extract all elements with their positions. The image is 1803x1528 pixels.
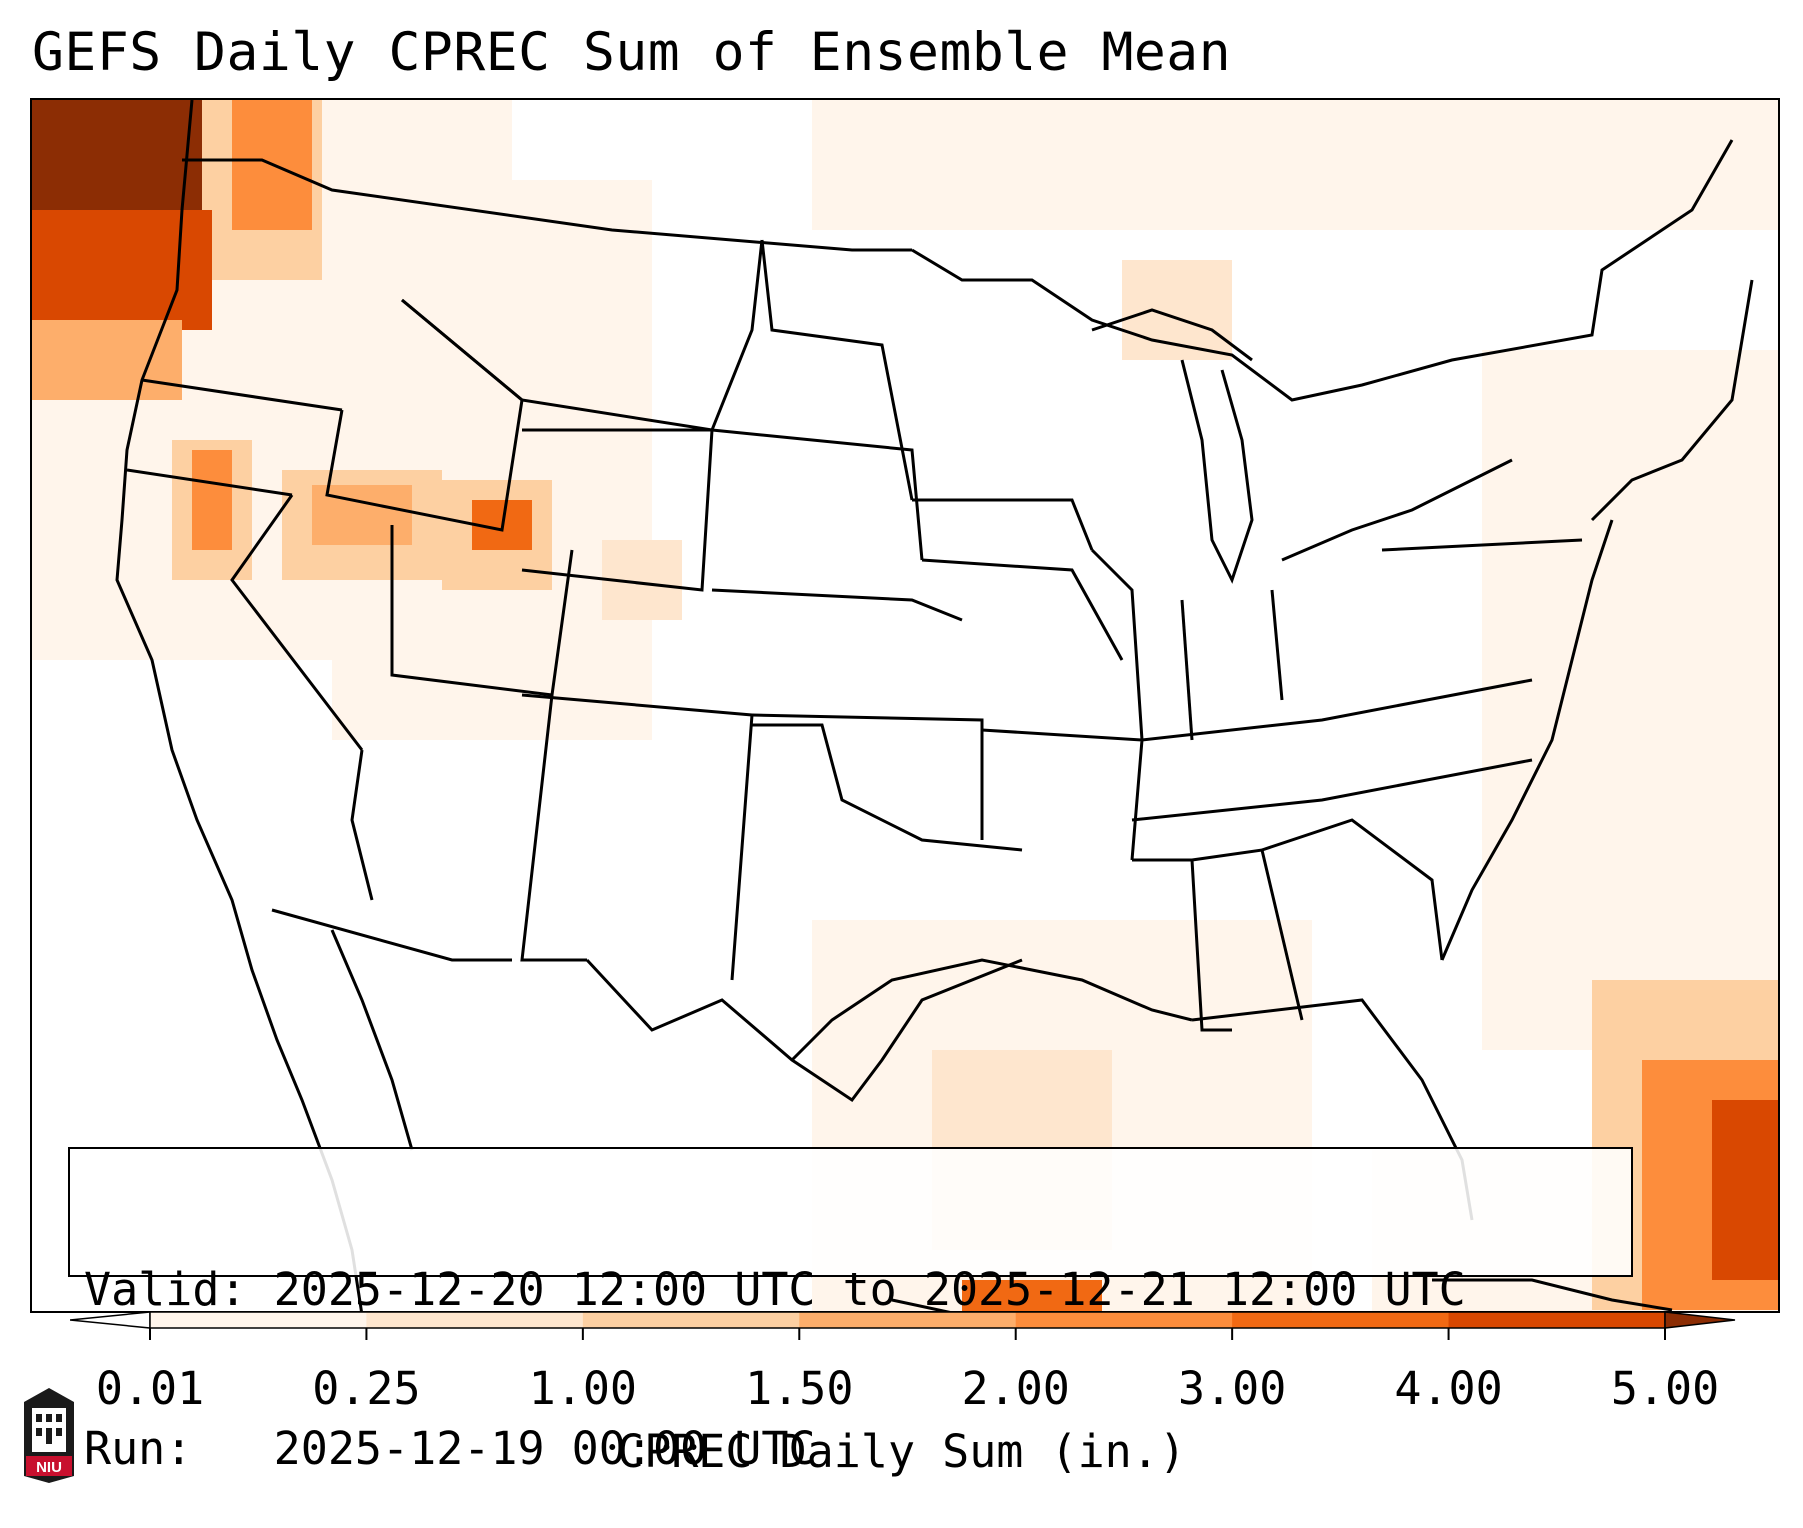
state-line-ms-al (1132, 858, 1232, 1032)
state-line-tn (1131, 758, 1533, 822)
coastline-west (115, 100, 363, 1311)
mexico-border (271, 908, 512, 962)
map-canvas (32, 100, 1778, 1311)
colorbar-tick-label: 0.25 (312, 1362, 421, 1415)
state-line-ne-ks (711, 588, 963, 622)
colorbar-label: CPREC Daily Sum (in.) (617, 1425, 1186, 1478)
state-line-az-nm (520, 694, 587, 962)
map-title: GEFS Daily CPREC Sum of Ensemble Mean (32, 22, 1232, 83)
precip-area-sierra-core (192, 450, 232, 550)
state-line-ca-nv (230, 494, 364, 751)
colorbar-tick-label: 4.00 (1394, 1362, 1503, 1415)
precip-area-canada (812, 100, 1778, 230)
coastline-east (1440, 519, 1614, 961)
precip-area-pacific-nw-moderate (32, 320, 182, 400)
precip-area-west-interior (332, 180, 652, 740)
precip-area-gulf-core (962, 1280, 1102, 1311)
colorbar-segment (150, 1312, 367, 1328)
colorbar-segment (1448, 1312, 1666, 1328)
state-line-il-in (1090, 548, 1144, 741)
valid-label: Valid: (84, 1263, 247, 1316)
colorbar-tick-label: 1.50 (745, 1362, 854, 1415)
lake-erie-ontario (1281, 458, 1513, 562)
precip-area-pacific-nw-heavy (32, 210, 212, 330)
state-line-or-ca (126, 468, 293, 497)
state-line-ky (1141, 678, 1533, 742)
colorbar-segment (582, 1312, 800, 1328)
colorbar-segment (1232, 1312, 1450, 1328)
colorbar-tick-label: 5.00 (1610, 1362, 1720, 1415)
state-line-ia-mo (921, 558, 1124, 661)
state-line-ok-tx (752, 723, 1023, 852)
colorbar-ticks (149, 1328, 1666, 1340)
valid-value: 2025-12-20 12:00 UTC to 2025-12-21 12:00… (273, 1263, 1466, 1316)
state-line-pa-ny (1381, 538, 1583, 552)
precip-map (30, 98, 1780, 1313)
colorbar-segment (366, 1312, 584, 1328)
state-line-ga-sc (1261, 818, 1444, 961)
colorbar-under-arrow (70, 1311, 151, 1329)
run-value: 2025-12-19 00:00 UTC (273, 1422, 816, 1475)
colorbar-segment (1015, 1312, 1233, 1328)
state-line-mn-ia (912, 498, 1094, 551)
run-label: Run: (84, 1422, 193, 1475)
state-line-dakotas (760, 239, 914, 501)
precip-area-atlantic (1482, 350, 1778, 1050)
state-line-wy-co (521, 428, 714, 592)
niu-logo: NIU (24, 1388, 74, 1483)
colorbar-segment (799, 1312, 1017, 1328)
state-line-texas (585, 958, 1023, 1103)
precip-area-atlantic-peak (1712, 1100, 1778, 1280)
canada-lakes-border (911, 139, 1734, 402)
lake-superior (1091, 308, 1253, 362)
colorbar-tick-label: 0.01 (95, 1362, 205, 1415)
state-boundaries (115, 100, 1754, 1311)
precip-area-pacific-nw-over (32, 100, 202, 220)
colorbar-segments (149, 1311, 1666, 1329)
colorbar-over-arrow (1664, 1311, 1736, 1329)
precip-field-layer (32, 100, 1778, 1311)
run-line: Run: 2025-12-19 00:00 UTC (84, 1422, 1631, 1475)
state-line-in-oh (1180, 599, 1194, 741)
state-line-sd-ne (711, 428, 924, 561)
coastline-new-england (1590, 279, 1754, 522)
cuba (1432, 1278, 1673, 1311)
state-line-ut (390, 525, 574, 697)
state-line-ca-az (350, 749, 374, 901)
baja-california (330, 929, 414, 1151)
state-line-mo-ar (981, 728, 1144, 861)
gulf-coast (790, 958, 1193, 1062)
colorbar-tick-label: 3.00 (1177, 1362, 1287, 1415)
colorbar-tick-label: 1.00 (528, 1362, 638, 1415)
us-canada-border-west (182, 158, 912, 252)
state-line-wa-or (141, 378, 343, 412)
state-line-ks-ok (751, 713, 984, 840)
valid-line: Valid: 2025-12-20 12:00 UTC to 2025-12-2… (84, 1263, 1631, 1316)
colorbar (70, 1311, 1736, 1340)
logo-text: NIU (36, 1459, 62, 1476)
yucatan (891, 1298, 951, 1311)
validity-info-box: Valid: 2025-12-20 12:00 UTC to 2025-12-2… (68, 1147, 1633, 1475)
colorbar-tick-label: 2.00 (961, 1362, 1070, 1415)
state-line-oh-pa (1270, 589, 1284, 701)
lake-michigan (1180, 359, 1254, 584)
